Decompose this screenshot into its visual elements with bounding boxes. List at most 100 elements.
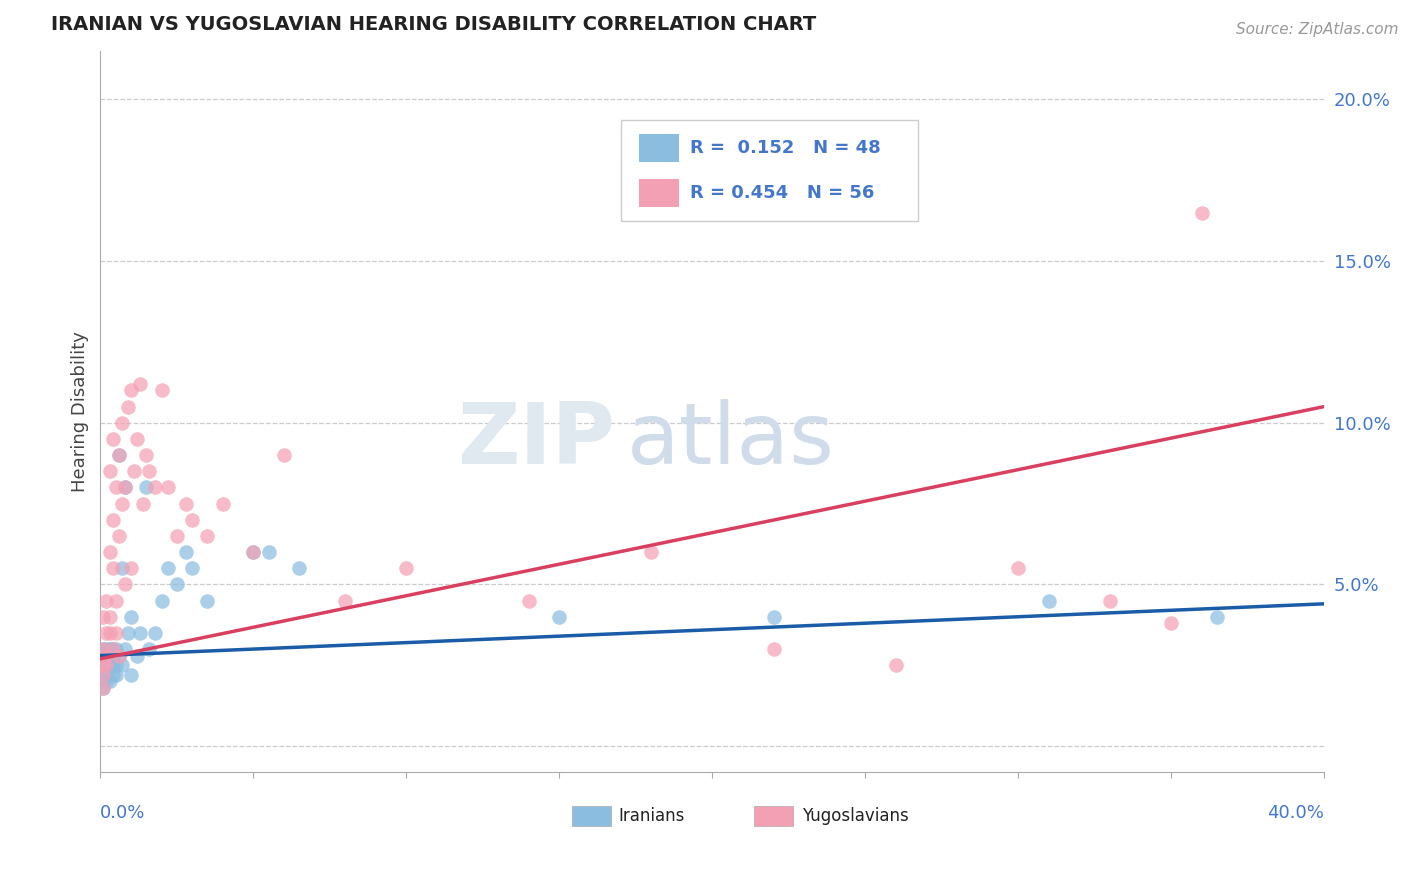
Point: [273, 448, 295, 462]
Point: [156, 561, 179, 575]
Point: [104, 642, 127, 657]
Point: [1206, 609, 1229, 624]
Point: [96, 626, 118, 640]
Point: [107, 648, 129, 663]
Point: [125, 432, 148, 446]
Point: [98, 642, 121, 657]
Point: [517, 593, 540, 607]
Point: [1007, 561, 1029, 575]
Point: [395, 561, 418, 575]
Point: [111, 497, 134, 511]
Point: [150, 593, 173, 607]
Point: [96, 642, 118, 657]
Point: [107, 648, 129, 663]
Point: [98, 464, 121, 478]
Point: [120, 561, 142, 575]
Point: [120, 384, 142, 398]
Point: [242, 545, 264, 559]
Point: [98, 545, 121, 559]
Point: [101, 561, 124, 575]
Point: [884, 658, 907, 673]
Point: [333, 593, 356, 607]
Text: atlas: atlas: [627, 399, 835, 482]
Point: [104, 668, 127, 682]
Point: [104, 480, 127, 494]
Point: [150, 384, 173, 398]
Point: [117, 626, 139, 640]
Point: [93, 681, 115, 695]
Point: [135, 480, 157, 494]
Point: [96, 593, 118, 607]
Point: [111, 658, 134, 673]
Point: [640, 545, 662, 559]
Text: Iranians: Iranians: [619, 807, 685, 825]
Point: [117, 400, 139, 414]
Point: [1038, 593, 1060, 607]
Point: [762, 609, 785, 624]
Point: [166, 577, 188, 591]
FancyBboxPatch shape: [754, 805, 793, 826]
Point: [107, 448, 129, 462]
Point: [93, 609, 115, 624]
Point: [166, 529, 188, 543]
Point: [114, 642, 136, 657]
Point: [174, 545, 197, 559]
Point: [93, 658, 115, 673]
Text: Yugoslavians: Yugoslavians: [801, 807, 908, 825]
Point: [132, 497, 155, 511]
Point: [288, 561, 311, 575]
FancyBboxPatch shape: [572, 805, 610, 826]
Point: [114, 480, 136, 494]
Point: [548, 609, 571, 624]
Point: [120, 668, 142, 682]
Point: [1191, 205, 1213, 219]
Point: [107, 448, 129, 462]
Point: [96, 658, 118, 673]
Point: [93, 668, 115, 682]
Text: ZIP: ZIP: [457, 399, 614, 482]
Point: [98, 658, 121, 673]
Point: [93, 681, 115, 695]
Point: [96, 648, 118, 663]
Point: [98, 642, 121, 657]
Point: [101, 513, 124, 527]
Point: [129, 376, 152, 391]
Text: 40.0%: 40.0%: [1267, 805, 1324, 822]
Point: [101, 642, 124, 657]
Point: [197, 529, 219, 543]
Point: [257, 545, 280, 559]
Point: [762, 642, 785, 657]
Point: [174, 497, 197, 511]
Point: [98, 658, 121, 673]
Point: [114, 577, 136, 591]
Point: [98, 626, 121, 640]
Point: [125, 648, 148, 663]
Text: Source: ZipAtlas.com: Source: ZipAtlas.com: [1236, 22, 1399, 37]
Point: [138, 464, 160, 478]
Point: [114, 480, 136, 494]
Point: [1099, 593, 1122, 607]
Point: [93, 658, 115, 673]
Point: [104, 658, 127, 673]
Point: [96, 648, 118, 663]
Point: [120, 609, 142, 624]
Point: [101, 668, 124, 682]
Point: [98, 609, 121, 624]
Text: IRANIAN VS YUGOSLAVIAN HEARING DISABILITY CORRELATION CHART: IRANIAN VS YUGOSLAVIAN HEARING DISABILIT…: [52, 15, 817, 34]
Point: [111, 561, 134, 575]
Point: [211, 497, 233, 511]
Point: [145, 626, 167, 640]
Y-axis label: Hearing Disability: Hearing Disability: [72, 331, 89, 491]
Point: [111, 416, 134, 430]
Point: [96, 658, 118, 673]
Point: [122, 464, 145, 478]
Point: [181, 513, 204, 527]
Point: [145, 480, 167, 494]
Point: [96, 668, 118, 682]
Point: [197, 593, 219, 607]
Text: 0.0%: 0.0%: [100, 805, 146, 822]
Point: [96, 674, 118, 689]
Point: [101, 642, 124, 657]
Point: [107, 529, 129, 543]
Point: [101, 432, 124, 446]
